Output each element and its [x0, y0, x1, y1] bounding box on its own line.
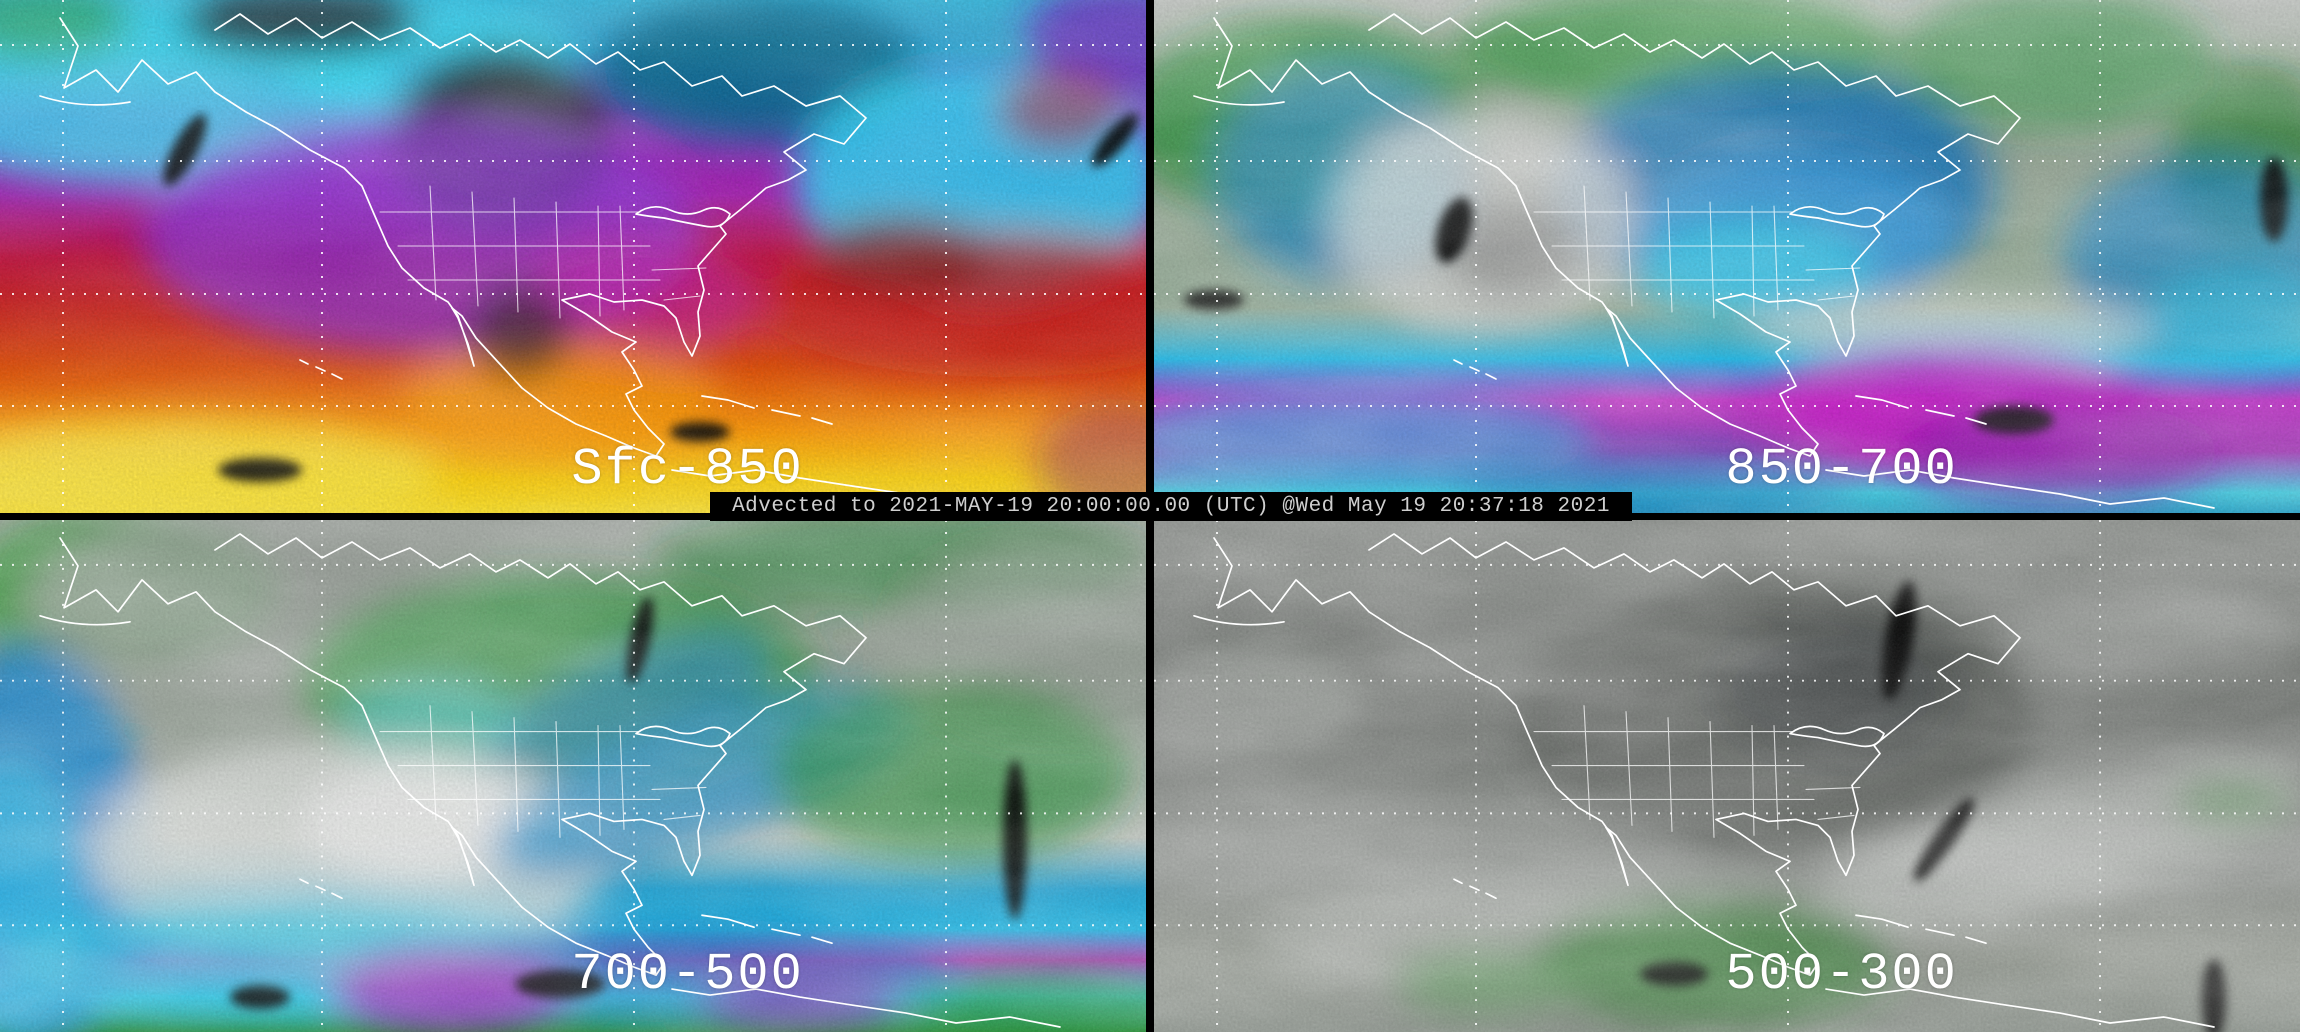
- panel-850-700: 850-700: [1154, 0, 2300, 513]
- panel-label-sfc-850: Sfc-850: [571, 440, 804, 499]
- panel-art-850-700: [1154, 0, 2300, 513]
- panel-art-700-500: [0, 520, 1146, 1032]
- panel-700-500: 700-500: [0, 520, 1146, 1032]
- timestamp-banner: Advected to 2021-MAY-19 20:00:00.00 (UTC…: [710, 492, 1632, 521]
- panel-art-sfc-850: [0, 0, 1146, 513]
- panel-art-500-300: [1154, 520, 2300, 1032]
- panel-500-300: 500-300: [1154, 520, 2300, 1032]
- timestamp-text: Advected to 2021-MAY-19 20:00:00.00 (UTC…: [732, 495, 1610, 518]
- panel-label-850-700: 850-700: [1725, 440, 1958, 499]
- panel-label-500-300: 500-300: [1725, 945, 1958, 1004]
- panel-label-700-500: 700-500: [571, 945, 804, 1004]
- panel-sfc-850: Sfc-850: [0, 0, 1146, 513]
